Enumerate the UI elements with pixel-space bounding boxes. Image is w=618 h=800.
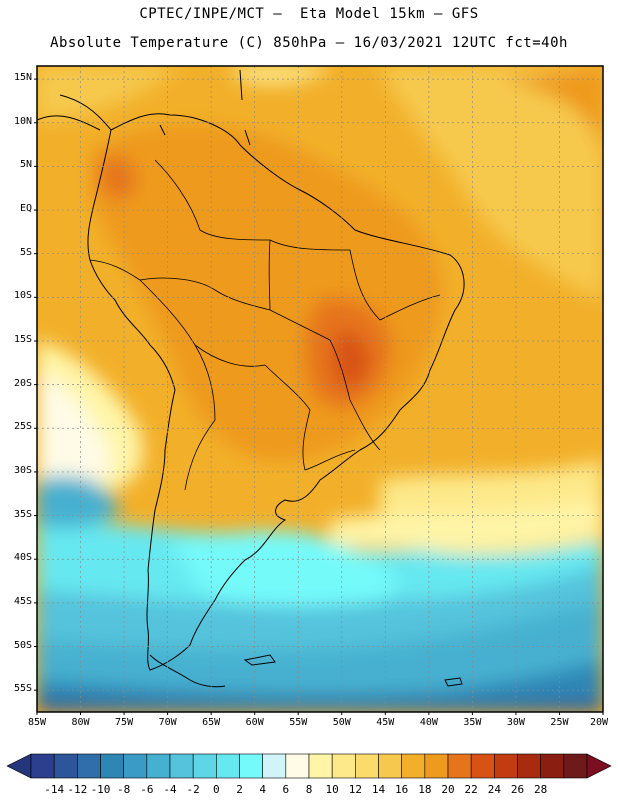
- colorbar-swatch: [30, 753, 55, 779]
- lat-label: 10N: [13, 115, 32, 127]
- lat-label: 15S: [13, 333, 32, 345]
- colorbar-swatch: [470, 753, 495, 779]
- colorbar-label: 10: [325, 783, 339, 796]
- lon-label: 85W: [27, 717, 47, 728]
- colorbar-label: -14: [44, 783, 65, 796]
- colorbar-swatch: [540, 753, 565, 779]
- colorbar-label: 16: [395, 783, 409, 796]
- chart-title: CPTEC/INPE/MCT – Eta Model 15km – GFS: [139, 6, 479, 22]
- colorbar-swatch: [123, 753, 148, 779]
- colorbar-label: 0: [213, 783, 220, 796]
- country-borders: [89, 159, 441, 491]
- lat-label: 25S: [13, 421, 32, 433]
- lat-label: 20S: [13, 377, 32, 389]
- colorbar-swatch: [494, 753, 518, 779]
- colorbar-label: 2: [236, 783, 243, 796]
- graticule: [37, 66, 603, 712]
- temperature-field: [37, 66, 603, 712]
- colorbar: [6, 753, 612, 779]
- colorbar-swatch: [424, 753, 449, 779]
- colorbar-swatch: [355, 753, 379, 779]
- lat-label: 40S: [13, 552, 32, 564]
- chart-subtitle: Absolute Temperature (C) 850hPa – 16/03/…: [50, 35, 568, 51]
- lon-label: 45W: [376, 717, 395, 728]
- colorbar-label: 6: [282, 783, 290, 796]
- lon-label: 70W: [158, 717, 177, 728]
- colorbar-label: 26: [510, 783, 525, 796]
- lon-label: 50W: [332, 717, 351, 728]
- lon-label: 35W: [463, 717, 482, 728]
- colorbar-swatch: [192, 753, 217, 779]
- lat-label: 35S: [13, 508, 32, 520]
- colorbar-swatch: [331, 753, 356, 779]
- colorbar-swatch: [146, 753, 171, 779]
- lat-label: 15N: [13, 72, 32, 84]
- lat-label: 45S: [13, 595, 32, 607]
- colorbar-label: 12: [348, 783, 362, 796]
- colorbar-swatch: [378, 753, 402, 779]
- map-frame: [36, 65, 604, 713]
- lat-label: 50S: [13, 639, 32, 651]
- axis-ticks: [34, 78, 604, 715]
- colorbar-swatch: [216, 753, 240, 779]
- colorbar-label: -8: [117, 783, 131, 796]
- lat-label: 5S: [19, 246, 32, 258]
- colorbar-label: -4: [163, 783, 177, 796]
- colorbar-swatch: [308, 753, 333, 779]
- colorbar-label: 18: [418, 783, 432, 796]
- colorbar-swatch: [285, 753, 310, 779]
- colorbar-label: 22: [464, 783, 478, 796]
- colorbar-swatch: [401, 753, 426, 779]
- lat-label: 5N: [19, 159, 32, 171]
- lat-label: 30S: [13, 464, 32, 476]
- colorbar-swatch: [447, 753, 472, 779]
- colorbar-label: 24: [487, 783, 501, 796]
- lon-label: 20W: [589, 717, 609, 728]
- lon-label: 75W: [115, 717, 134, 728]
- colorbar-swatch: [53, 753, 78, 779]
- lon-label: 25W: [550, 717, 569, 728]
- colorbar-under-arrow: [6, 753, 32, 779]
- colorbar-swatch: [100, 753, 124, 779]
- colorbar-label: 4: [259, 783, 266, 796]
- colorbar-label: -2: [186, 783, 200, 796]
- colorbar-swatch: [262, 753, 287, 779]
- lat-label: EQ: [19, 203, 32, 215]
- colorbar-label: -10: [90, 783, 111, 796]
- colorbar-over-arrow: [586, 753, 612, 779]
- colorbar-swatch: [169, 753, 194, 779]
- colorbar-label: 8: [305, 783, 313, 796]
- coastline: [37, 69, 465, 688]
- colorbar-swatch: [239, 753, 263, 779]
- lon-label: 80W: [71, 717, 90, 728]
- colorbar-swatch: [563, 753, 588, 779]
- lon-label: 60W: [245, 717, 264, 728]
- lat-label: 55S: [13, 683, 32, 695]
- lon-label: 40W: [419, 717, 438, 728]
- colorbar-label: -12: [67, 783, 88, 796]
- lat-label: 10S: [13, 290, 32, 302]
- colorbar-swatch: [77, 753, 101, 779]
- lon-label: 55W: [289, 717, 308, 728]
- colorbar-label: -6: [140, 783, 154, 796]
- lon-label: 65W: [202, 717, 221, 728]
- colorbar-swatch: [517, 753, 541, 779]
- colorbar-label: 14: [371, 783, 386, 796]
- colorbar-label: 28: [534, 783, 548, 796]
- colorbar-label: 20: [441, 783, 455, 796]
- lon-label: 30W: [506, 717, 525, 728]
